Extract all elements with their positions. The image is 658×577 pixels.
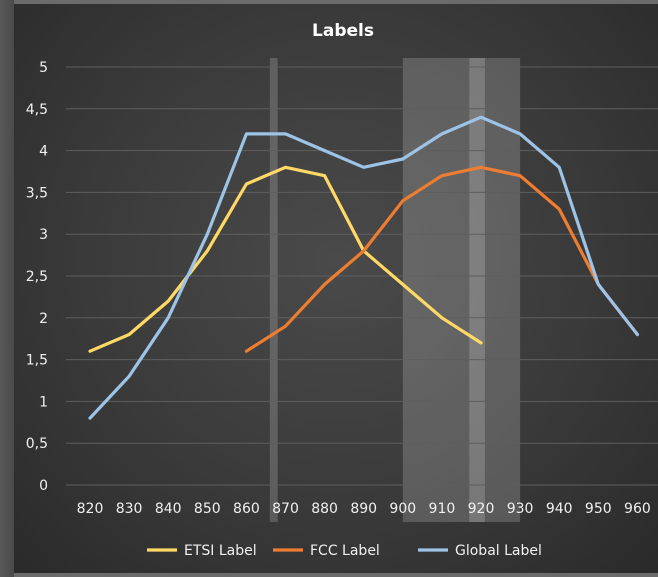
- y-tick-label: 0,5: [26, 436, 48, 452]
- highlight-band-0: [269, 58, 278, 522]
- y-tick-label: 1,5: [26, 353, 48, 369]
- x-tick-label: 880: [311, 501, 338, 517]
- legend-label: FCC Label: [310, 543, 380, 559]
- y-tick-label: 4,5: [26, 102, 48, 118]
- series-line-1: [244, 165, 639, 353]
- x-tick-label: 930: [507, 501, 534, 517]
- y-tick-label: 3,5: [26, 185, 48, 201]
- series-line-0: [88, 165, 483, 353]
- x-tick-label: 910: [429, 501, 456, 517]
- y-tick-label: 2: [39, 311, 48, 327]
- highlight-bands: [269, 58, 521, 522]
- y-tick-label: 5: [39, 60, 48, 76]
- x-tick-label: 820: [77, 501, 104, 517]
- x-tick-label: 860: [233, 501, 260, 517]
- x-tick-label: 920: [468, 501, 495, 517]
- legend-label: ETSI Label: [184, 543, 257, 559]
- series-lines: [88, 115, 639, 420]
- gridlines: [66, 66, 658, 486]
- x-tick-label: 960: [624, 501, 651, 517]
- chart-title: Labels: [312, 21, 374, 41]
- x-axis-ticks: 820 830 840 850 860 870 880 890 900 910 920 930 940 9…: [77, 501, 651, 517]
- highlight-band-1: [402, 58, 521, 522]
- x-tick-label: 940: [546, 501, 573, 517]
- x-tick-label: 890: [350, 501, 377, 517]
- legend-label: Global Label: [455, 543, 542, 559]
- x-tick-label: 870: [272, 501, 299, 517]
- y-axis-ticks: 0 0,5 1 1,5 2 2,5 3 3,5 4 4,5 5: [26, 60, 48, 494]
- x-tick-label: 900: [389, 501, 416, 517]
- x-tick-label: 830: [116, 501, 143, 517]
- x-tick-label: 840: [155, 501, 182, 517]
- legend: ETSI Label FCC Label Global Label: [147, 543, 542, 559]
- y-tick-label: 2,5: [26, 269, 48, 285]
- y-tick-label: 4: [39, 144, 48, 160]
- y-tick-label: 3: [39, 227, 48, 243]
- y-tick-label: 0: [39, 478, 48, 494]
- y-tick-label: 1: [39, 394, 48, 410]
- x-tick-label: 850: [194, 501, 221, 517]
- series-line-2: [88, 115, 639, 420]
- x-tick-label: 950: [585, 501, 612, 517]
- highlight-band-2: [469, 58, 485, 522]
